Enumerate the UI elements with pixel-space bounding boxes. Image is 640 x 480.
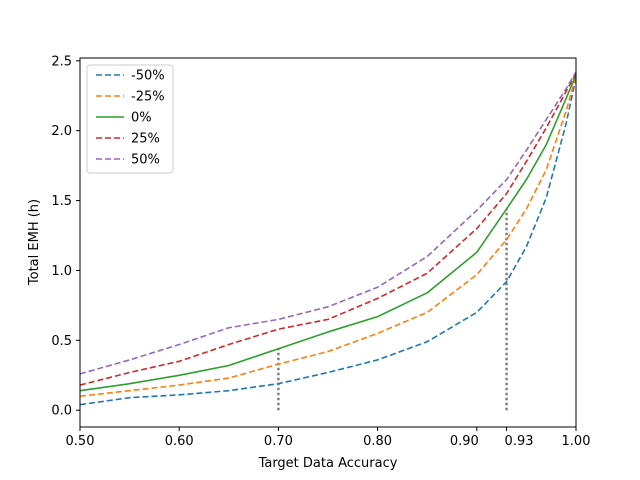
legend-label-4: 50% bbox=[131, 153, 160, 168]
y-tick-label: 2.0 bbox=[51, 124, 72, 139]
y-tick-label: 0.5 bbox=[51, 334, 72, 349]
x-tick-label: 0.93 bbox=[505, 434, 534, 449]
series-line-4 bbox=[79, 71, 577, 375]
legend: -50% -25% 0% 25% 50% bbox=[86, 64, 174, 174]
x-tick-label: 0.50 bbox=[66, 434, 95, 449]
y-tick-label: 2.5 bbox=[51, 54, 72, 69]
legend-label-2: 0% bbox=[131, 111, 152, 126]
series-line-1 bbox=[79, 75, 577, 398]
y-tick-label: 0.0 bbox=[51, 404, 72, 419]
legend-label-1: -25% bbox=[131, 90, 165, 105]
x-tick-label: 0.90 bbox=[450, 434, 479, 449]
x-tick-label: 0.80 bbox=[363, 434, 392, 449]
y-axis-label: Total EMH (h) bbox=[27, 199, 42, 286]
legend-label-0: -50% bbox=[131, 69, 165, 84]
legend-label-3: 25% bbox=[131, 132, 160, 147]
series-line-2 bbox=[79, 74, 577, 392]
x-axis-ticks: 0.50 0.60 0.70 0.80 0.90 0.93 1.00 bbox=[66, 427, 591, 449]
series-line-3 bbox=[79, 72, 577, 386]
reference-lines bbox=[277, 208, 508, 411]
y-axis-ticks: 0.0 0.5 1.0 1.5 2.0 2.5 bbox=[51, 54, 80, 419]
y-tick-label: 1.5 bbox=[51, 194, 72, 209]
axes-frame bbox=[79, 57, 577, 428]
x-tick-label: 0.60 bbox=[165, 434, 194, 449]
x-tick-label: 0.70 bbox=[264, 434, 293, 449]
x-axis-label: Target Data Accuracy bbox=[258, 456, 398, 471]
series-lines bbox=[79, 71, 577, 406]
legend-box bbox=[86, 64, 174, 174]
series-line-0 bbox=[79, 77, 577, 406]
y-tick-label: 1.0 bbox=[51, 264, 72, 279]
x-tick-label: 1.00 bbox=[562, 434, 591, 449]
